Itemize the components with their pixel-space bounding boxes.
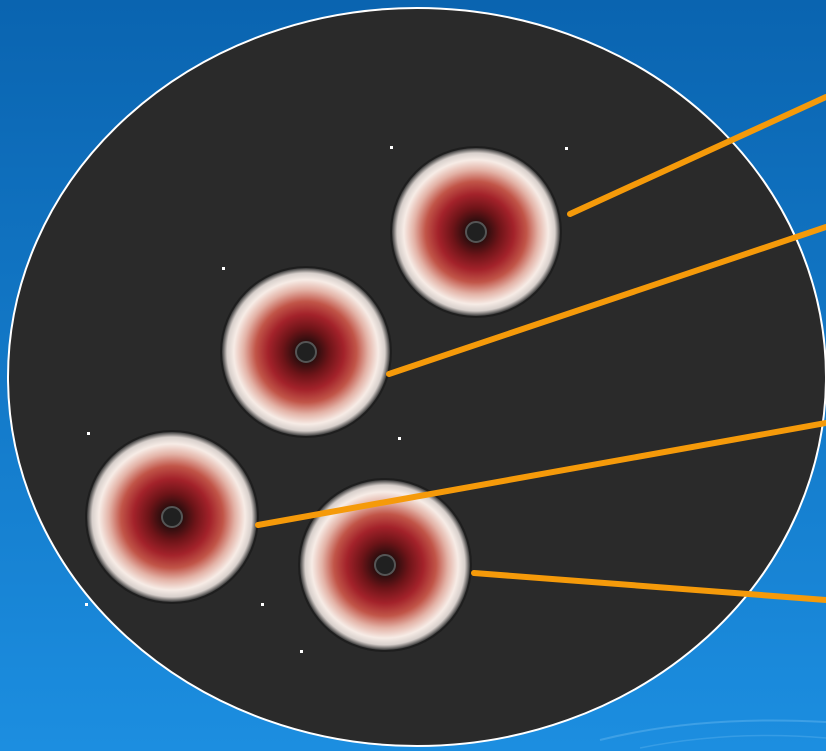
zone-4: [298, 478, 472, 652]
pointer-lines: [255, 94, 826, 603]
zone-2-core: [295, 341, 317, 363]
pointer-2: [386, 224, 826, 377]
zone-2: [220, 266, 392, 438]
zone-4-core: [374, 554, 396, 576]
pointer-1: [567, 94, 826, 217]
pointer-3: [255, 420, 826, 528]
zone-1: [390, 146, 562, 318]
specks: [85, 146, 568, 653]
background-swirl: [599, 719, 826, 741]
pointer-4: [471, 570, 826, 603]
background-swirl-2: [639, 734, 826, 749]
zone-1-core: [465, 221, 487, 243]
zone-3: [85, 430, 259, 604]
zone-3-core: [161, 506, 183, 528]
